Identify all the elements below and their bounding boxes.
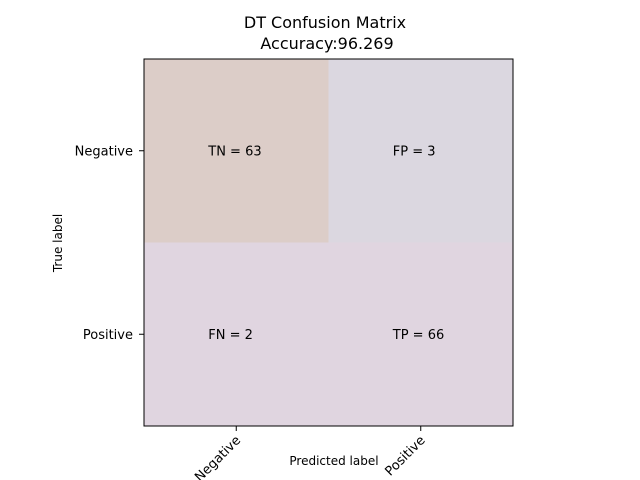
chart-title: DT Confusion Matrix xyxy=(244,13,406,32)
cell-value-label: FP = 3 xyxy=(393,144,436,159)
matrix-cell-tn xyxy=(144,59,329,243)
matrix-cell-tp xyxy=(328,242,513,426)
cell-value-label: TN = 63 xyxy=(207,144,261,159)
x-tick-label: Positive xyxy=(383,433,429,479)
x-axis-label: Predicted label xyxy=(289,454,378,468)
chart-subtitle: Accuracy:96.269 xyxy=(260,34,393,53)
y-axis-label: True label xyxy=(51,214,65,273)
matrix-cell-fp xyxy=(328,59,513,243)
x-tick-label: Negative xyxy=(192,433,244,480)
y-tick-label: Negative xyxy=(75,144,133,159)
y-tick-label: Positive xyxy=(83,328,133,343)
matrix-cell-fn xyxy=(144,242,329,426)
plot-frame xyxy=(143,58,514,427)
cell-value-label: TP = 66 xyxy=(392,328,444,343)
cell-value-label: FN = 2 xyxy=(208,328,253,343)
